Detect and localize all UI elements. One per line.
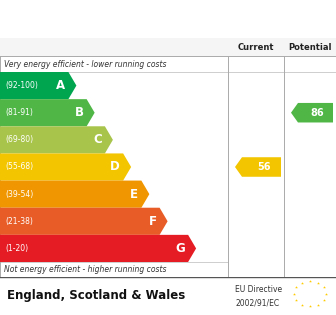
Polygon shape [235,157,281,177]
Text: (39-54): (39-54) [5,190,33,199]
Text: Potential: Potential [288,43,332,51]
Polygon shape [291,103,333,123]
Text: (1-20): (1-20) [5,244,28,253]
Text: EU Directive: EU Directive [235,285,282,294]
Bar [0,38,336,56]
Text: Very energy efficient - lower running costs: Very energy efficient - lower running co… [4,60,167,68]
Polygon shape [0,126,113,153]
Text: England, Scotland & Wales: England, Scotland & Wales [7,289,185,302]
Text: Current: Current [238,43,274,51]
Text: A: A [56,79,66,92]
Text: D: D [110,161,120,174]
Text: 86: 86 [311,108,324,118]
Text: 2002/91/EC: 2002/91/EC [235,298,279,307]
Text: G: G [175,242,185,255]
Polygon shape [0,72,76,99]
Text: (21-38): (21-38) [5,217,33,226]
Text: (69-80): (69-80) [5,135,33,144]
Text: (81-91): (81-91) [5,108,33,117]
Polygon shape [0,99,95,126]
Polygon shape [0,235,196,262]
Text: C: C [93,133,102,146]
Polygon shape [0,208,168,235]
Text: (92-100): (92-100) [5,81,38,90]
Text: Energy Efficiency Rating: Energy Efficiency Rating [10,12,212,26]
Polygon shape [0,180,150,208]
Text: 56: 56 [257,162,270,172]
Text: E: E [130,188,138,201]
Polygon shape [0,153,131,180]
Text: (55-68): (55-68) [5,163,33,171]
Text: F: F [149,215,157,228]
Text: B: B [75,106,84,119]
Text: Not energy efficient - higher running costs: Not energy efficient - higher running co… [4,265,167,274]
